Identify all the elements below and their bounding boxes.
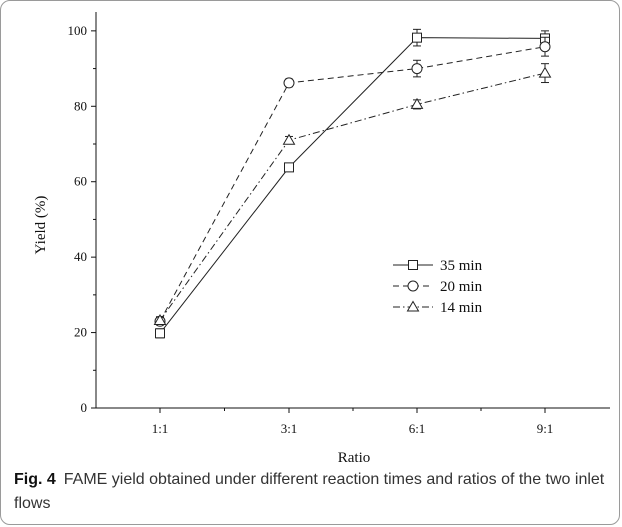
data-point-35-min (284, 162, 294, 173)
x-tick-label: 9:1 (537, 421, 554, 436)
x-axis-label: Ratio (338, 450, 371, 465)
data-point-14-min (153, 314, 167, 326)
y-tick-label: 40 (74, 249, 87, 264)
data-point-20-min (283, 77, 295, 89)
y-tick-label: 100 (68, 23, 88, 38)
x-tick-label: 3:1 (281, 421, 298, 436)
y-axis-label: Yield (%) (33, 196, 49, 255)
figure-caption: Fig. 4 FAME yield obtained under differen… (14, 468, 614, 516)
legend-label-14-min: 14 min (440, 300, 483, 316)
x-tick-label: 6:1 (409, 421, 426, 436)
legend-label-35-min: 35 min (440, 258, 483, 274)
data-point-35-min (155, 328, 165, 339)
y-tick-label: 80 (74, 98, 87, 113)
x-tick-label: 1:1 (152, 421, 169, 436)
data-point-20-min (411, 63, 423, 75)
series-line-35-min (159, 37, 546, 334)
y-tick-label: 60 (74, 174, 87, 189)
yield-line-chart: 0 20 40 60 80 100 1:1 3:1 6:1 9:1 35 min 20 min 14 m… (33, 12, 610, 465)
data-point-14-min (538, 66, 552, 78)
legend-label-20-min: 20 min (440, 279, 483, 295)
series-line-14-min (159, 72, 546, 321)
data-point-35-min (412, 32, 422, 43)
y-tick-label: 20 (74, 325, 87, 340)
data-point-14-min (410, 97, 424, 109)
y-tick-label: 0 (81, 400, 88, 415)
legend-marker-35-min (408, 260, 418, 270)
figure-caption-text: FAME yield obtained under different reac… (14, 471, 605, 512)
data-point-20-min (539, 41, 551, 53)
figure-label: Fig. 4 (14, 471, 56, 488)
legend-marker-20-min (407, 280, 419, 292)
data-point-14-min (282, 133, 296, 145)
series-line-20-min (159, 46, 546, 322)
legend-marker-14-min (406, 300, 420, 312)
